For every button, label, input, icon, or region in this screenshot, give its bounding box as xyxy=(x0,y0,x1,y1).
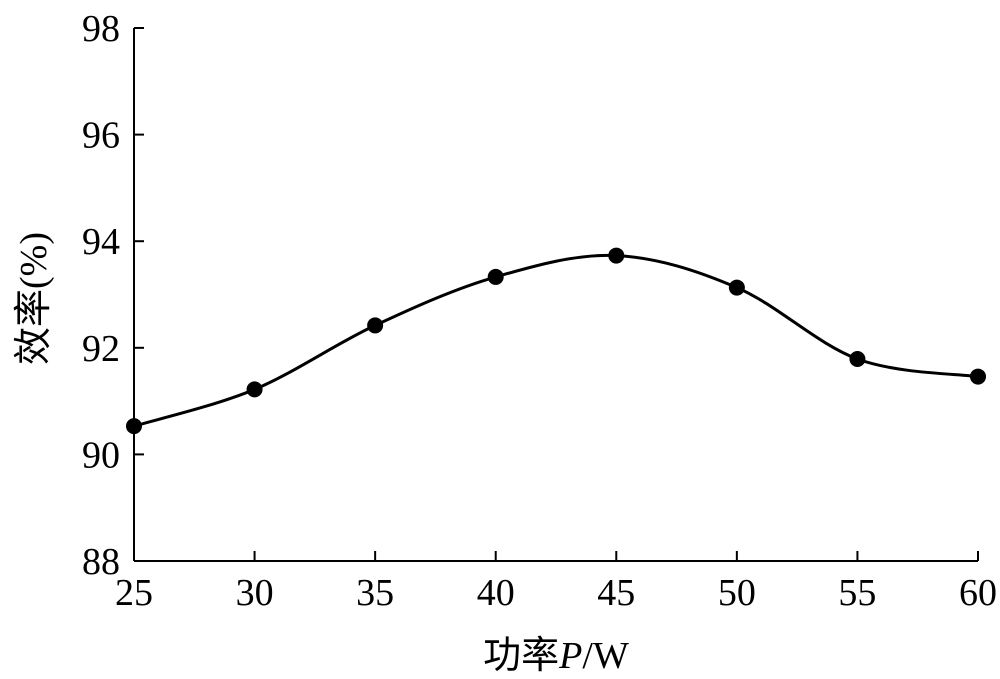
x-tick-label: 60 xyxy=(959,572,997,614)
y-tick-label: 88 xyxy=(82,541,120,583)
data-point xyxy=(728,279,745,296)
x-axis-title: 功率P/W xyxy=(483,635,629,677)
series-line xyxy=(133,253,979,428)
y-tick-label: 96 xyxy=(82,115,120,157)
data-point xyxy=(246,381,263,398)
data-point xyxy=(487,268,504,285)
x-tick-label: 55 xyxy=(838,572,876,614)
x-axis-title-unit: /W xyxy=(582,635,629,677)
y-tick-label: 94 xyxy=(82,221,120,263)
x-tick-label: 30 xyxy=(236,572,274,614)
y-ticks: 88 90 92 94 96 98 xyxy=(82,8,144,583)
data-point xyxy=(367,317,384,334)
x-axis-title-variable: P xyxy=(558,635,582,677)
axes xyxy=(133,28,978,562)
x-tick-label: 35 xyxy=(356,572,394,614)
y-tick-label: 92 xyxy=(82,328,120,370)
x-tick-label: 25 xyxy=(115,572,153,614)
y-tick-label: 90 xyxy=(82,434,120,476)
data-point xyxy=(608,247,625,264)
y-tick-label: 98 xyxy=(82,8,120,50)
data-points xyxy=(126,247,986,435)
x-tick-label: 40 xyxy=(477,572,515,614)
data-point xyxy=(126,418,142,435)
data-point xyxy=(849,350,866,367)
x-ticks: 25 30 35 40 45 50 55 60 xyxy=(115,551,997,614)
y-axis-title: 效率(%) xyxy=(13,232,55,365)
x-tick-label: 45 xyxy=(597,572,635,614)
data-point xyxy=(970,368,986,385)
x-tick-label: 50 xyxy=(718,572,756,614)
x-axis-title-prefix: 功率 xyxy=(483,635,559,677)
